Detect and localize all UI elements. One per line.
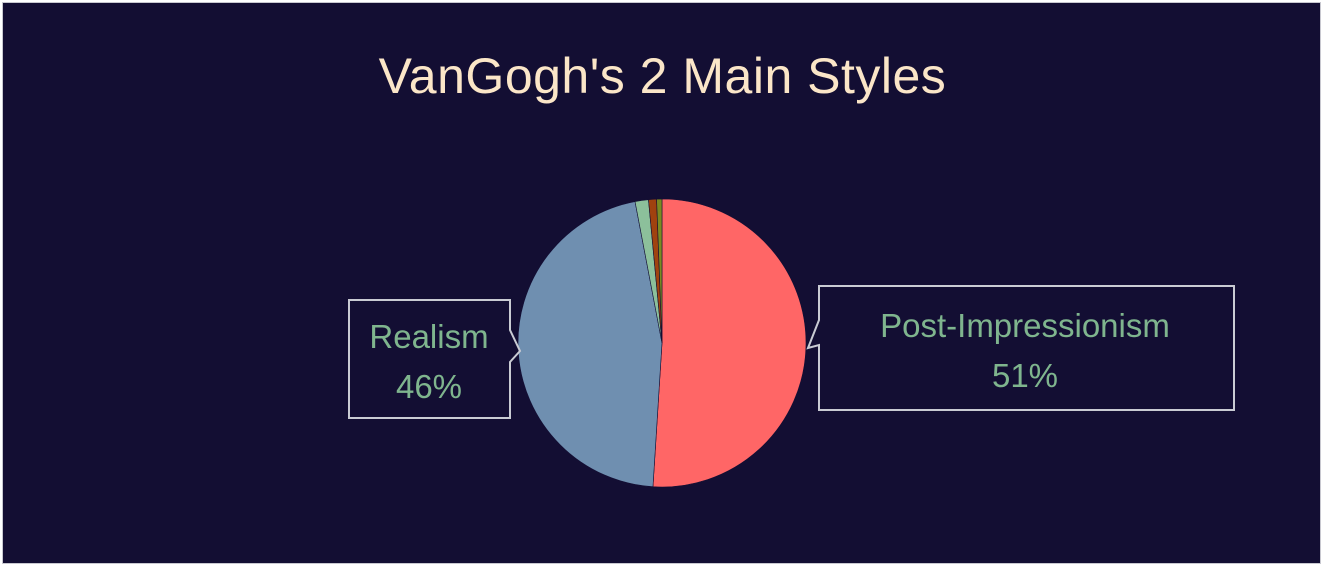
pie-slice-minor-4 xyxy=(656,198,663,344)
realism-callout-box xyxy=(348,299,522,419)
post-impressionism-callout-box xyxy=(806,285,1235,411)
post-impressionism-percent: 51% xyxy=(992,357,1058,394)
post-impressionism-label: Post-Impressionism xyxy=(880,307,1170,344)
chart-title: VanGogh's 2 Main Styles xyxy=(378,48,947,104)
pie-slice-post-impressionism xyxy=(652,198,807,488)
realism-label: Realism xyxy=(369,318,488,355)
pie-slice-realism xyxy=(517,201,663,488)
realism-percent: 46% xyxy=(396,368,462,405)
pie-slices xyxy=(517,198,807,488)
